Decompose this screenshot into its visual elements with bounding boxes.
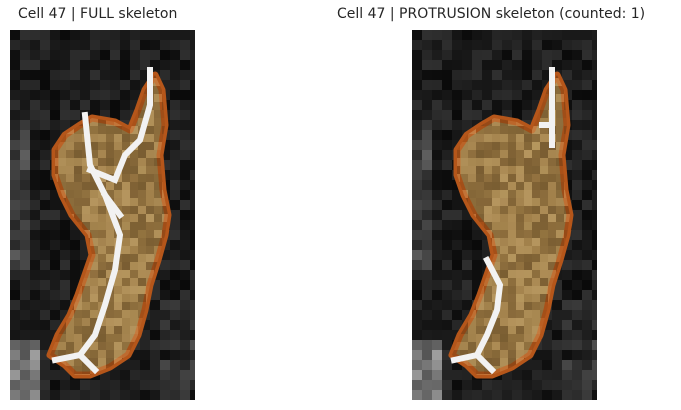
full-cell-mask bbox=[46, 71, 172, 379]
cell-image-protrusion bbox=[412, 30, 597, 400]
full-skeleton-branch-2 bbox=[100, 190, 125, 220]
protrusion-skeleton-branch-1 bbox=[539, 122, 555, 148]
full-skeleton-branch-1 bbox=[86, 67, 153, 184]
image-panel-protrusion-skeleton bbox=[412, 30, 597, 400]
protrusion-skeleton-branch-3 bbox=[472, 350, 497, 375]
protrusion-skeleton-branch-2 bbox=[450, 255, 504, 364]
cell-image-full bbox=[10, 30, 195, 400]
image-panel-full-skeleton bbox=[10, 30, 195, 400]
panel-title-full: Cell 47 | FULL skeleton bbox=[18, 6, 178, 22]
panel-title-protrusion: Cell 47 | PROTRUSION skeleton (counted: … bbox=[337, 6, 646, 22]
full-skeleton-branch-3 bbox=[75, 350, 100, 375]
